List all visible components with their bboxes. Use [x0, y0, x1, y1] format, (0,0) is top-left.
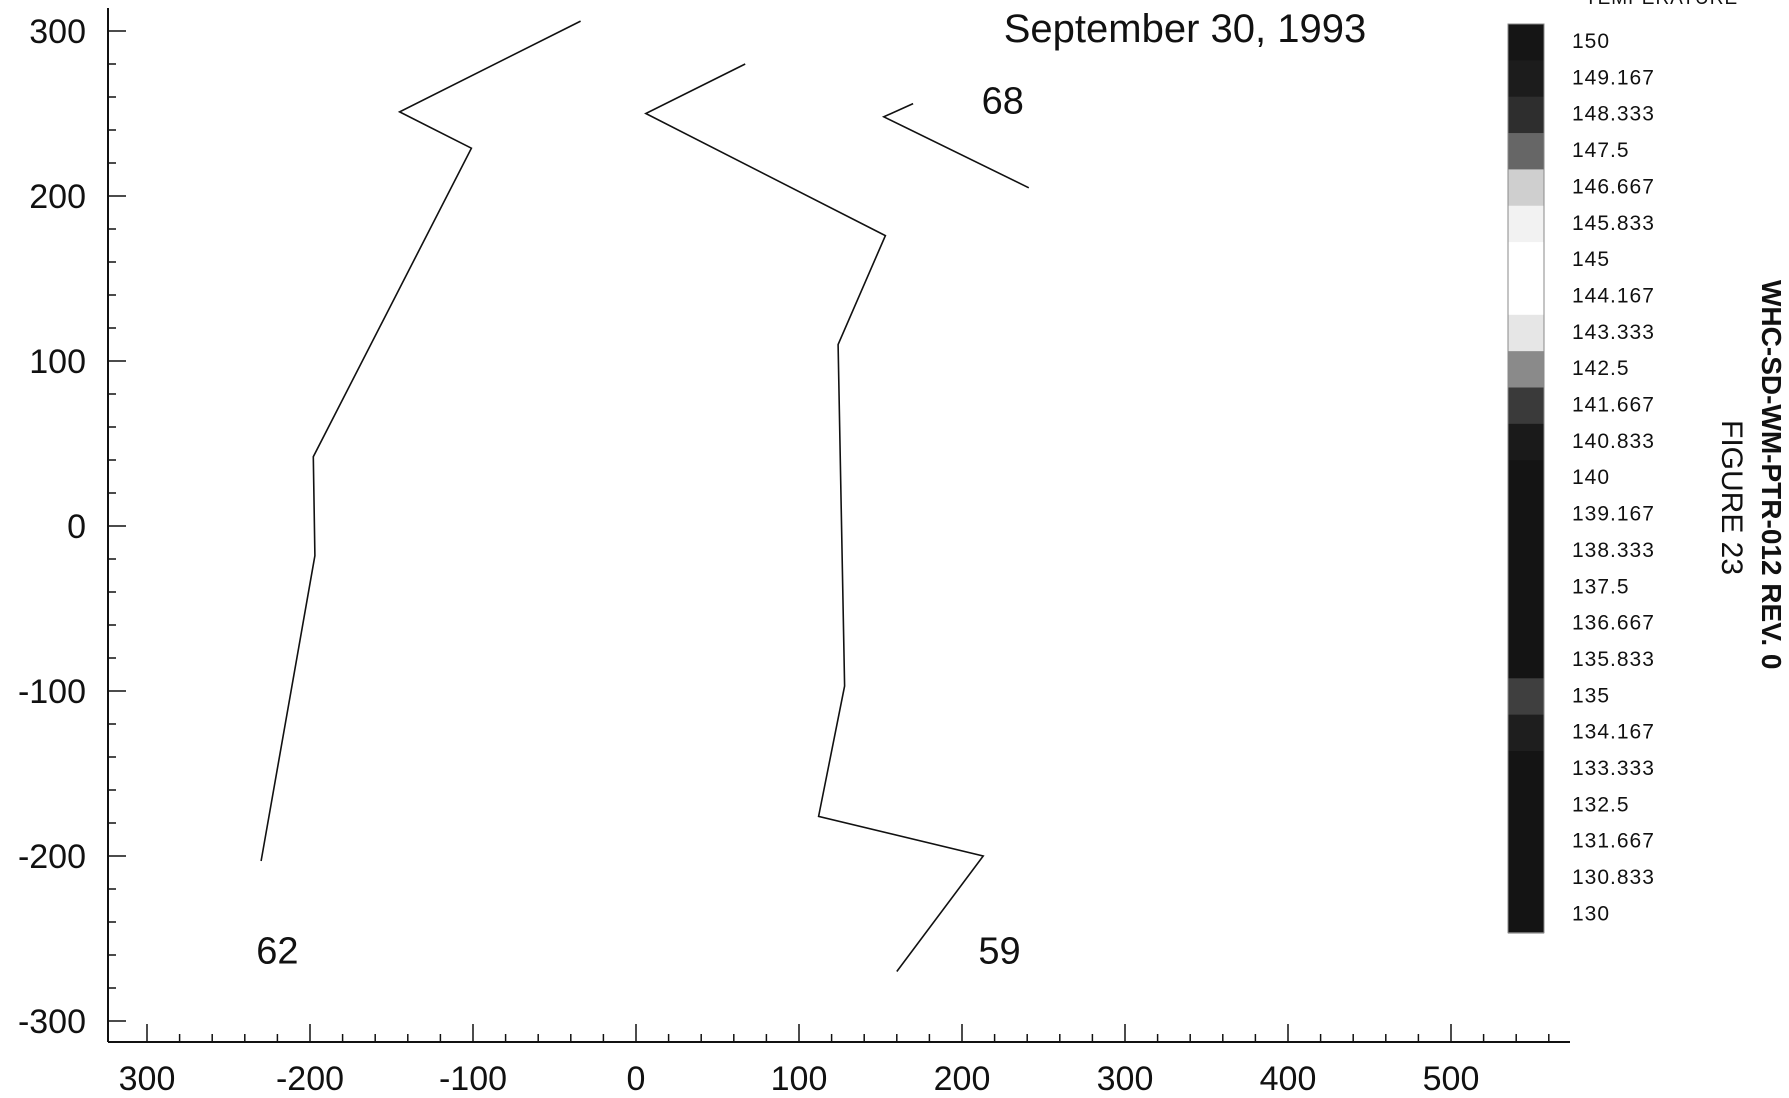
figure-label: FIGURE 23	[1715, 420, 1748, 575]
document-id-block: WHC-SD-WM-PTR-012 REV. 0	[1756, 280, 1787, 669]
legend-label: 146.667	[1572, 175, 1655, 198]
legend-swatch	[1508, 496, 1544, 534]
legend-label: 140	[1572, 466, 1610, 489]
legend-label: 137.5	[1572, 575, 1630, 598]
series-line-59	[644, 63, 985, 972]
series-lines	[260, 20, 1030, 972]
x-tick-label: 400	[1260, 1060, 1317, 1098]
x-tick-label: 200	[934, 1060, 991, 1098]
series-line-68	[881, 102, 1030, 189]
legend-label: 145.833	[1572, 212, 1655, 235]
legend-label: 133.333	[1572, 757, 1655, 780]
legend-label: 130	[1572, 902, 1610, 925]
legend-swatch	[1508, 169, 1544, 207]
legend-label: 143.333	[1572, 321, 1655, 344]
figure-label-block: FIGURE 23	[1715, 420, 1748, 575]
legend-swatch	[1508, 314, 1544, 352]
series-labels: 62 59 68	[256, 81, 1024, 973]
legend-label: 141.667	[1572, 394, 1655, 417]
x-tick-label: 100	[771, 1060, 828, 1098]
legend-swatch	[1508, 896, 1544, 934]
legend-swatch	[1508, 751, 1544, 788]
y-tick-label: 300	[29, 13, 86, 51]
legend-swatch	[1508, 532, 1544, 570]
legend-label: 130.833	[1572, 866, 1655, 889]
legend-swatch	[1508, 351, 1544, 389]
chart-title: September 30, 1993	[1004, 7, 1366, 51]
x-tick-label: 500	[1423, 1060, 1480, 1098]
legend-label: 149.167	[1572, 66, 1655, 89]
series-label: 62	[256, 930, 298, 972]
legend-title: TEMPERATURE	[1585, 0, 1738, 9]
legend-swatch	[1508, 387, 1544, 425]
y-axis: 300 200 100 0 -100 -200 -300	[18, 8, 126, 1042]
legend-swatch	[1508, 787, 1544, 825]
legend-colorbar	[1507, 23, 1545, 934]
legend-swatch	[1508, 242, 1544, 280]
legend-label: 148.333	[1572, 103, 1655, 126]
legend-label: 132.5	[1572, 793, 1630, 816]
legend-swatch	[1508, 460, 1544, 498]
document-id: WHC-SD-WM-PTR-012 REV. 0	[1756, 280, 1787, 669]
legend-label: 135.833	[1572, 648, 1655, 671]
legend-label: 139.167	[1572, 503, 1655, 526]
legend-swatch	[1508, 423, 1544, 461]
x-axis: 300 -200 -100 0 100 200 300 400 500	[108, 1024, 1570, 1098]
y-tick-label: 0	[67, 508, 86, 546]
legend-label: 145	[1572, 248, 1610, 271]
legend-labels: 150 149.167 148.333 147.5 146.667 145.833 145 1…	[1572, 30, 1655, 925]
legend-swatch	[1508, 569, 1544, 607]
legend-label: 150	[1572, 30, 1610, 53]
y-tick-label: -100	[18, 673, 86, 711]
legend-swatch	[1508, 205, 1544, 243]
series-label: 59	[978, 930, 1020, 972]
x-tick-label: 300	[1097, 1060, 1154, 1098]
legend-label: 136.667	[1572, 612, 1655, 635]
legend-label: 134.167	[1572, 721, 1655, 744]
y-tick-label: 100	[29, 343, 86, 381]
legend-label: 140.833	[1572, 430, 1655, 453]
legend-swatch	[1508, 641, 1544, 679]
legend-label: 138.333	[1572, 539, 1655, 562]
temperature-legend: TEMPERATURE 150 149.167 148.333 147.5 146.66…	[1507, 0, 1738, 934]
legend-swatch	[1508, 24, 1544, 61]
legend-swatch	[1508, 60, 1544, 98]
legend-label: 144.167	[1572, 284, 1655, 307]
y-tick-label: 200	[29, 178, 86, 216]
legend-swatch	[1508, 96, 1544, 134]
legend-swatch	[1508, 714, 1544, 752]
legend-swatch	[1508, 278, 1544, 316]
x-tick-label: -200	[276, 1060, 344, 1098]
legend-label: 142.5	[1572, 357, 1630, 380]
legend-label: 147.5	[1572, 139, 1630, 162]
legend-swatch	[1508, 823, 1544, 861]
legend-label: 131.667	[1572, 830, 1655, 853]
x-tick-label: 0	[627, 1060, 646, 1098]
legend-swatch	[1508, 678, 1544, 716]
legend-label: 135	[1572, 684, 1610, 707]
legend-swatch	[1508, 605, 1544, 643]
legend-colorbar-frame	[1507, 23, 1545, 934]
series-line-62	[260, 20, 581, 862]
x-tick-label: 300	[119, 1060, 176, 1098]
x-tick-label: -100	[439, 1060, 507, 1098]
series-label: 68	[982, 81, 1024, 123]
legend-swatch	[1508, 860, 1544, 897]
legend-swatch	[1508, 133, 1544, 170]
y-tick-label: -300	[18, 1003, 86, 1041]
y-tick-label: -200	[18, 838, 86, 876]
